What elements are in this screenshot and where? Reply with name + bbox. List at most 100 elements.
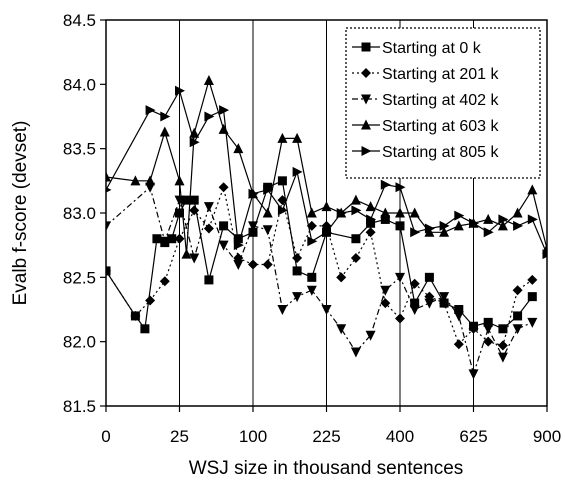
- data-point: [366, 214, 377, 225]
- data-point: [380, 214, 390, 224]
- data-point: [351, 205, 362, 216]
- data-point: [468, 323, 479, 334]
- data-point: [159, 126, 170, 137]
- data-point: [483, 324, 494, 335]
- data-point: [497, 352, 508, 363]
- data-point: [219, 105, 230, 116]
- data-point: [218, 182, 229, 193]
- data-point: [263, 184, 274, 195]
- data-point: [203, 202, 214, 213]
- data-point: [233, 259, 244, 270]
- data-point: [292, 266, 302, 276]
- data-point: [321, 305, 332, 315]
- data-point: [483, 336, 494, 347]
- data-point: [159, 236, 170, 247]
- data-point: [497, 340, 508, 351]
- data-point: [106, 265, 111, 276]
- data-point: [350, 347, 361, 358]
- data-point: [453, 311, 464, 322]
- series-layer: [106, 74, 547, 380]
- data-point: [527, 292, 537, 302]
- data-point: [189, 205, 200, 216]
- data-point: [498, 214, 509, 225]
- data-point: [218, 240, 229, 251]
- legend-marker: [361, 94, 371, 105]
- data-point: [189, 195, 199, 205]
- data-point: [454, 210, 465, 221]
- data-point: [248, 259, 258, 270]
- data-point: [350, 253, 361, 264]
- data-point: [424, 272, 434, 282]
- data-point: [409, 278, 420, 289]
- data-point: [424, 298, 435, 309]
- data-point: [424, 226, 435, 237]
- data-point: [439, 292, 450, 303]
- data-point: [483, 317, 493, 327]
- data-point: [106, 187, 112, 193]
- data-point: [439, 226, 450, 237]
- data-point: [277, 305, 288, 315]
- data-point: [395, 221, 405, 231]
- data-point: [130, 175, 141, 186]
- y-tick-label: 82.5: [63, 268, 96, 287]
- y-axis: 81.5 82.0 82.5 83.0 83.5 84.0 84.5: [63, 11, 106, 416]
- data-point: [336, 324, 347, 335]
- data-point: [380, 207, 391, 218]
- data-point: [424, 223, 435, 234]
- data-point: [395, 182, 406, 193]
- data-point: [483, 227, 494, 238]
- data-point: [174, 175, 185, 186]
- legend-marker: [361, 42, 371, 52]
- series-triangle-down: [106, 182, 538, 380]
- data-point: [527, 184, 538, 195]
- y-axis-title: Evalb f-score (devset): [10, 121, 31, 306]
- y-tick-label: 82.0: [63, 333, 96, 352]
- data-point: [498, 324, 508, 334]
- data-point: [175, 208, 184, 218]
- data-point: [409, 207, 420, 218]
- data-point: [292, 253, 303, 264]
- data-point: [513, 220, 524, 231]
- y-tick-label: 83.5: [63, 140, 96, 159]
- data-point: [292, 166, 303, 177]
- data-point: [204, 275, 214, 285]
- legend-label: Starting at 603 k: [382, 118, 500, 135]
- data-point: [410, 227, 421, 238]
- data-point: [527, 317, 538, 328]
- data-point: [453, 220, 464, 231]
- data-point: [277, 205, 288, 216]
- y-tick-label: 83.0: [63, 204, 96, 223]
- data-point: [203, 74, 214, 85]
- data-point: [174, 195, 185, 206]
- data-point: [248, 188, 259, 199]
- data-point: [483, 213, 494, 224]
- data-point: [351, 234, 361, 244]
- data-point: [410, 298, 420, 308]
- legend-box: [345, 27, 541, 179]
- data-point: [175, 85, 185, 96]
- data-point: [152, 234, 162, 244]
- data-point: [321, 201, 332, 212]
- data-point: [439, 220, 450, 231]
- data-point: [130, 310, 141, 321]
- data-point: [350, 194, 361, 205]
- data-point: [189, 253, 200, 264]
- data-point: [365, 227, 376, 238]
- data-point: [233, 234, 243, 244]
- legend-label: Starting at 805 k: [382, 144, 500, 161]
- data-point: [145, 295, 156, 306]
- data-point: [106, 171, 111, 182]
- data-point: [167, 234, 177, 244]
- data-point: [159, 276, 170, 287]
- data-point: [292, 292, 303, 303]
- data-point: [380, 179, 391, 190]
- x-tick-label: 400: [386, 427, 414, 446]
- data-point: [336, 272, 347, 283]
- y-tick-label: 84.0: [63, 75, 96, 94]
- data-point: [380, 285, 391, 296]
- data-point: [469, 218, 479, 229]
- data-point: [182, 195, 192, 205]
- data-point: [527, 274, 538, 285]
- data-point: [248, 227, 258, 237]
